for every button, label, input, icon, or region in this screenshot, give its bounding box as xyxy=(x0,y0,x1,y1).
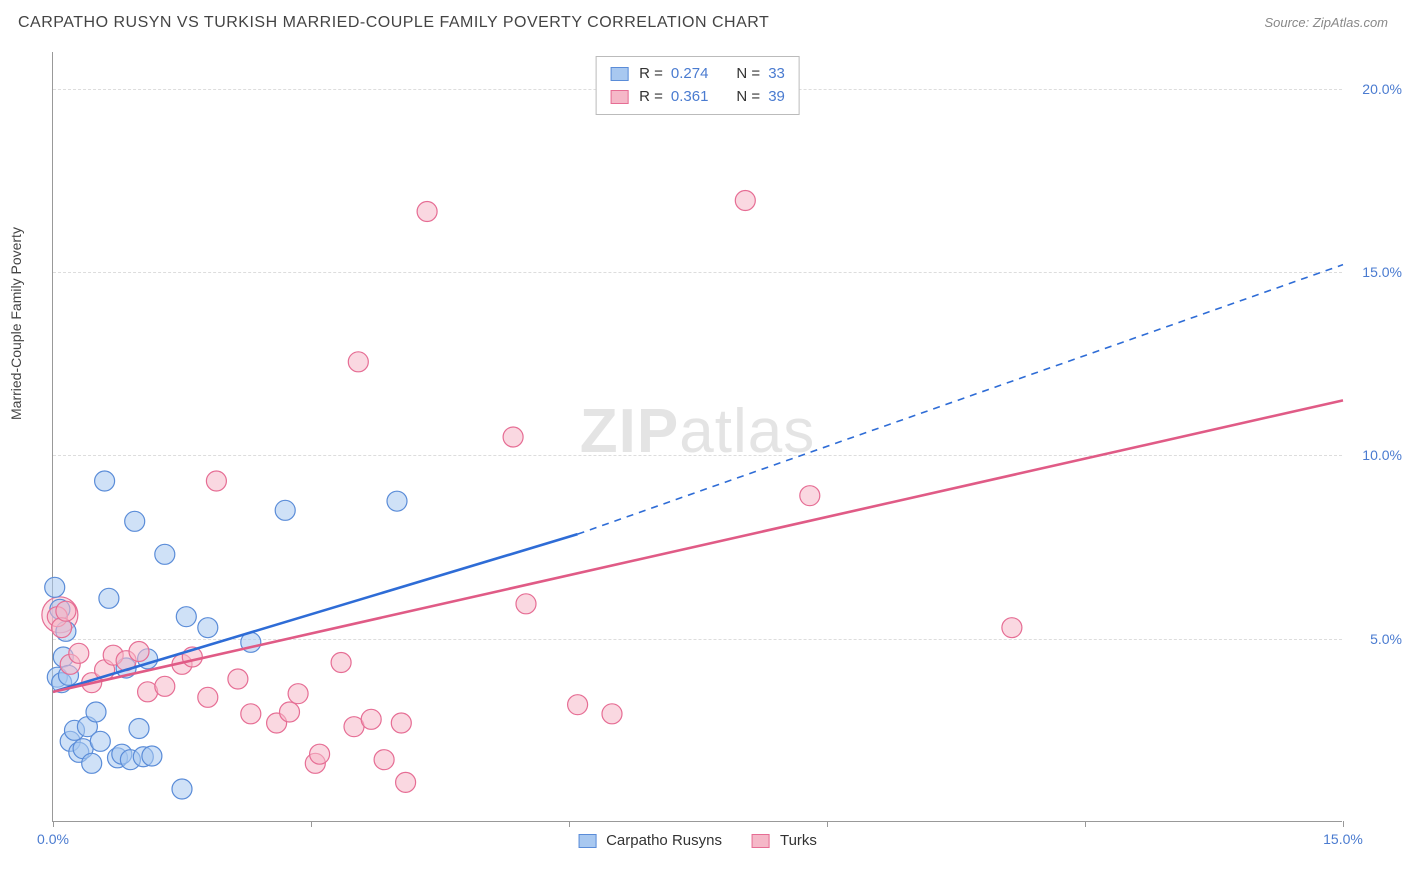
regression-line xyxy=(53,400,1343,691)
stats-row: R = 0.361 N = 39 xyxy=(610,85,785,108)
y-axis-title: Married-Couple Family Poverty xyxy=(8,227,24,420)
data-point xyxy=(155,676,175,696)
stat-r-value: 0.274 xyxy=(671,62,709,85)
legend-item: Carpatho Rusyns xyxy=(578,832,722,849)
data-point xyxy=(735,191,755,211)
data-point xyxy=(516,594,536,614)
series-swatch xyxy=(610,67,628,81)
data-point xyxy=(417,202,437,222)
data-point xyxy=(503,427,523,447)
data-point xyxy=(82,753,102,773)
data-point xyxy=(45,577,65,597)
x-tick xyxy=(1343,821,1344,827)
data-point xyxy=(228,669,248,689)
x-tick xyxy=(827,821,828,827)
series-legend: Carpatho Rusyns Turks xyxy=(578,832,817,849)
stat-n-value: 33 xyxy=(768,62,785,85)
y-tick-label: 5.0% xyxy=(1370,631,1402,647)
data-point xyxy=(391,713,411,733)
data-point xyxy=(69,643,89,663)
series-swatch xyxy=(752,834,770,848)
chart-title: CARPATHO RUSYN VS TURKISH MARRIED-COUPLE… xyxy=(18,14,769,32)
stat-n-label: N = xyxy=(736,85,760,108)
data-point xyxy=(99,588,119,608)
x-tick-label: 0.0% xyxy=(37,831,69,847)
stat-n-label: N = xyxy=(736,62,760,85)
data-point xyxy=(142,746,162,766)
data-point xyxy=(331,653,351,673)
data-point xyxy=(176,607,196,627)
data-point xyxy=(241,704,261,724)
data-point xyxy=(374,750,394,770)
y-tick-label: 20.0% xyxy=(1362,81,1402,97)
x-tick xyxy=(311,821,312,827)
data-point xyxy=(275,500,295,520)
data-point xyxy=(361,709,381,729)
chart-plot-area: 5.0%10.0%15.0%20.0% ZIPatlas R = 0.274N … xyxy=(52,52,1342,822)
data-point xyxy=(396,772,416,792)
data-point xyxy=(125,511,145,531)
legend-label: Turks xyxy=(780,832,817,849)
stat-r-value: 0.361 xyxy=(671,85,709,108)
stat-n-value: 39 xyxy=(768,85,785,108)
data-point xyxy=(90,731,110,751)
data-point xyxy=(288,684,308,704)
data-point xyxy=(206,471,226,491)
x-tick-label: 15.0% xyxy=(1323,831,1363,847)
regression-line xyxy=(578,265,1343,535)
data-point xyxy=(800,486,820,506)
data-point xyxy=(568,695,588,715)
data-point xyxy=(198,687,218,707)
y-tick-label: 15.0% xyxy=(1362,264,1402,280)
scatter-plot-svg xyxy=(53,52,1342,821)
stat-r-label: R = xyxy=(639,85,663,108)
data-point xyxy=(280,702,300,722)
data-point xyxy=(602,704,622,724)
data-point xyxy=(1002,618,1022,638)
x-tick xyxy=(1085,821,1086,827)
x-tick xyxy=(53,821,54,827)
series-swatch xyxy=(610,90,628,104)
data-point xyxy=(310,744,330,764)
data-point xyxy=(172,779,192,799)
data-point xyxy=(86,702,106,722)
data-point xyxy=(129,642,149,662)
series-swatch xyxy=(578,834,596,848)
y-tick-label: 10.0% xyxy=(1362,447,1402,463)
data-point xyxy=(129,719,149,739)
data-point xyxy=(155,544,175,564)
legend-label: Carpatho Rusyns xyxy=(606,832,722,849)
data-point xyxy=(56,601,76,621)
stats-row: R = 0.274 N = 33 xyxy=(610,62,785,85)
stat-r-label: R = xyxy=(639,62,663,85)
data-point xyxy=(95,471,115,491)
data-point xyxy=(387,491,407,511)
legend-item: Turks xyxy=(752,832,817,849)
source-label: Source: ZipAtlas.com xyxy=(1264,15,1388,30)
x-tick xyxy=(569,821,570,827)
data-point xyxy=(198,618,218,638)
data-point xyxy=(348,352,368,372)
stats-legend-box: R = 0.274 N = 33 R = 0.361 N = 39 xyxy=(595,56,800,115)
regression-line xyxy=(53,534,578,692)
